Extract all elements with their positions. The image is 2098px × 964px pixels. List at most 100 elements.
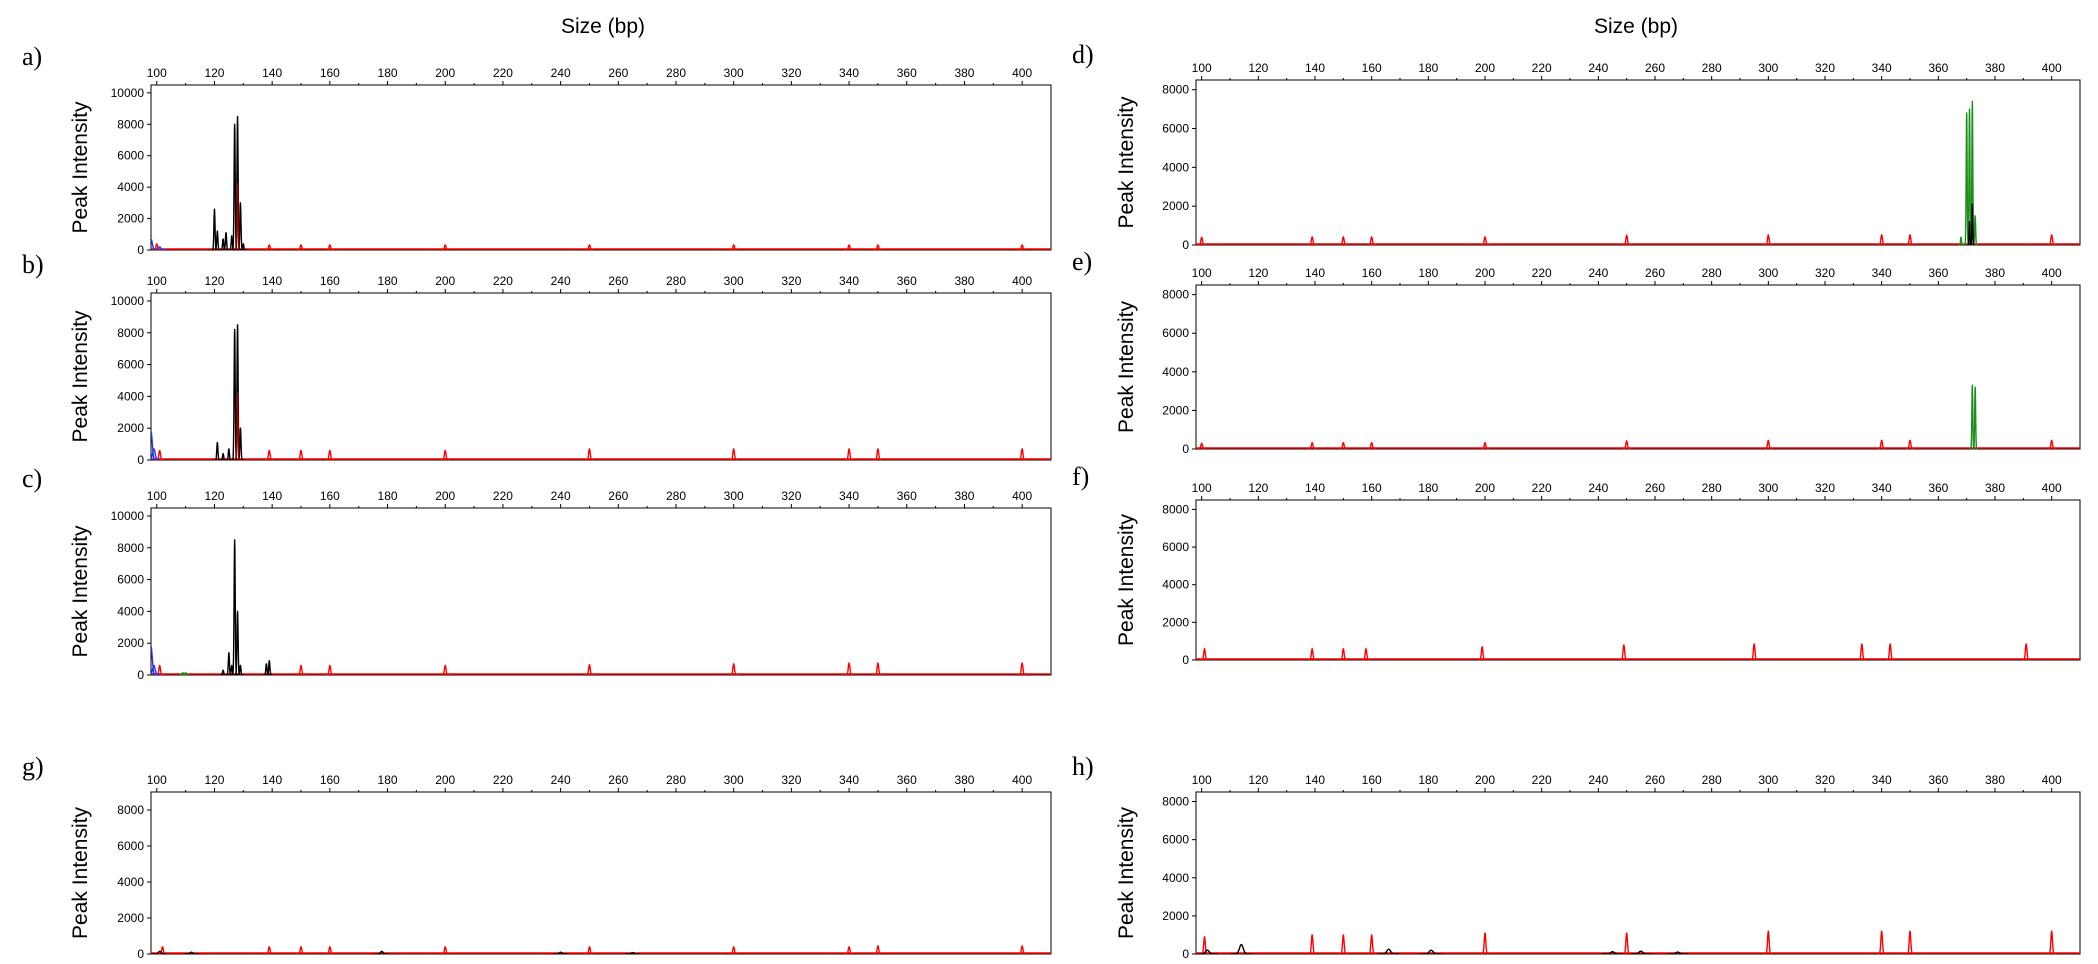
x-tick-label: 180: [1418, 773, 1438, 787]
ladder-peak: [264, 946, 275, 954]
ladder-peak: [1307, 934, 1317, 954]
chart-panel: f) Peak Intensity 100 120 140 160 180 200 220 240…: [1072, 462, 2081, 667]
x-tick-label: 400: [1012, 66, 1032, 80]
ladder-peak: [1338, 236, 1349, 245]
black-peak: [1231, 943, 1252, 954]
black-peak: [236, 664, 244, 675]
black-peak: [1602, 951, 1623, 954]
panel-label: d): [1072, 40, 1094, 69]
x-tick-label: 140: [1305, 773, 1325, 787]
ladder-peak: [1857, 643, 1867, 660]
x-tick-label: 100: [1192, 266, 1212, 280]
x-tick-label: 200: [435, 489, 455, 503]
ladder-peak: [1017, 244, 1027, 250]
chart-panel: e) Peak Intensity 100 120 140 160 180 200 220 240…: [1072, 247, 2081, 456]
x-tick-label: 340: [1872, 481, 1892, 495]
x-tick-label: 320: [1815, 61, 1835, 75]
left-column-title: Size (bp): [561, 15, 645, 38]
x-tick-label: 100: [1192, 481, 1212, 495]
ladder-peak: [1338, 648, 1349, 660]
black-peak: [219, 452, 227, 460]
x-tick-label: 120: [1248, 773, 1268, 787]
x-tick-label: 160: [320, 489, 340, 503]
y-tick-label: 0: [1182, 238, 1189, 252]
x-tick-label: 260: [1645, 773, 1665, 787]
y-axis-label: Peak Intensity: [1115, 807, 1138, 939]
chart-panel: d) Peak Intensity 100 120 140 160 180 200 220 240…: [1072, 40, 2081, 252]
x-tick-label: 180: [378, 489, 398, 503]
x-tick-label: 300: [724, 274, 744, 288]
black-peak: [184, 951, 199, 954]
plot-frame: [1195, 79, 2081, 246]
ladder-peak: [440, 449, 450, 460]
ladder-peak: [728, 448, 739, 460]
x-tick-label: 300: [1758, 481, 1778, 495]
x-tick-label: 400: [2042, 266, 2062, 280]
x-tick-label: 240: [1588, 773, 1608, 787]
black-peak: [265, 659, 273, 675]
traces: [151, 115, 1051, 250]
black-peak: [236, 427, 244, 460]
x-tick-label: 260: [608, 274, 628, 288]
panels-group: a) Peak Intensity 100 120 140 160 180 200 220 240…: [22, 40, 2081, 961]
x-tick-label: 120: [204, 773, 224, 787]
ladder-peak: [296, 244, 306, 250]
y-tick-label: 8000: [1162, 795, 1189, 809]
black-peak: [219, 238, 227, 250]
x-tick-label: 120: [1248, 266, 1268, 280]
y-tick-label: 4000: [1162, 871, 1189, 885]
x-tick-label: 100: [147, 773, 167, 787]
y-tick-label: 6000: [117, 839, 144, 853]
y-tick-label: 2000: [1162, 199, 1189, 213]
x-tick-label: 120: [204, 274, 224, 288]
y-tick-label: 2000: [117, 636, 144, 650]
y-tick-label: 4000: [117, 389, 144, 403]
black-peak: [625, 951, 640, 954]
ladder-peak: [2021, 643, 2031, 660]
x-tick-label: 360: [1928, 266, 1948, 280]
ladder-peak: [1199, 648, 1210, 660]
x-tick-label: 320: [781, 274, 801, 288]
ladder-peak: [1477, 646, 1487, 660]
traces: [1196, 643, 2080, 660]
blue-peak: [151, 664, 162, 675]
x-tick-label: 340: [1872, 773, 1892, 787]
black-peak: [553, 951, 568, 954]
y-tick-label: 8000: [117, 326, 144, 340]
x-tick-label: 280: [666, 66, 686, 80]
ladder-peak: [325, 449, 335, 460]
plot-frame: [150, 292, 1052, 461]
black-peak: [239, 243, 247, 250]
x-tick-label: 280: [1702, 266, 1722, 280]
x-tick-label: 400: [2042, 481, 2062, 495]
green-peak: [178, 671, 187, 675]
x-tick-label: 320: [1815, 266, 1835, 280]
y-axis-label: Peak Intensity: [69, 807, 92, 939]
ladder-peak: [1338, 934, 1349, 954]
ladder-peak: [1749, 643, 1759, 660]
panel-label: b): [22, 250, 44, 279]
black-peak: [231, 123, 239, 250]
y-tick-label: 0: [137, 668, 144, 682]
ladder-peak: [1876, 930, 1887, 954]
y-axis-label: Peak Intensity: [69, 101, 92, 233]
panel-label: c): [22, 464, 42, 493]
ladder-peak: [1017, 448, 1027, 460]
x-tick-label: 140: [262, 66, 282, 80]
ladder-peak: [296, 449, 306, 460]
y-tick-label: 4000: [117, 875, 144, 889]
y-tick-label: 10000: [111, 294, 145, 308]
x-tick-label: 240: [551, 66, 571, 80]
y-tick-label: 6000: [117, 358, 144, 372]
x-tick-label: 200: [435, 66, 455, 80]
black-peak: [1420, 949, 1442, 954]
ladder-peak: [1366, 441, 1377, 449]
x-tick-label: 220: [493, 274, 513, 288]
x-tick-label: 300: [1758, 773, 1778, 787]
right-column-title: Size (bp): [1594, 15, 1678, 38]
darkred-peak: [234, 392, 241, 460]
x-tick-label: 120: [204, 489, 224, 503]
ladder-peak: [844, 946, 854, 954]
x-tick-label: 100: [147, 489, 167, 503]
ladder-peak: [584, 946, 595, 954]
